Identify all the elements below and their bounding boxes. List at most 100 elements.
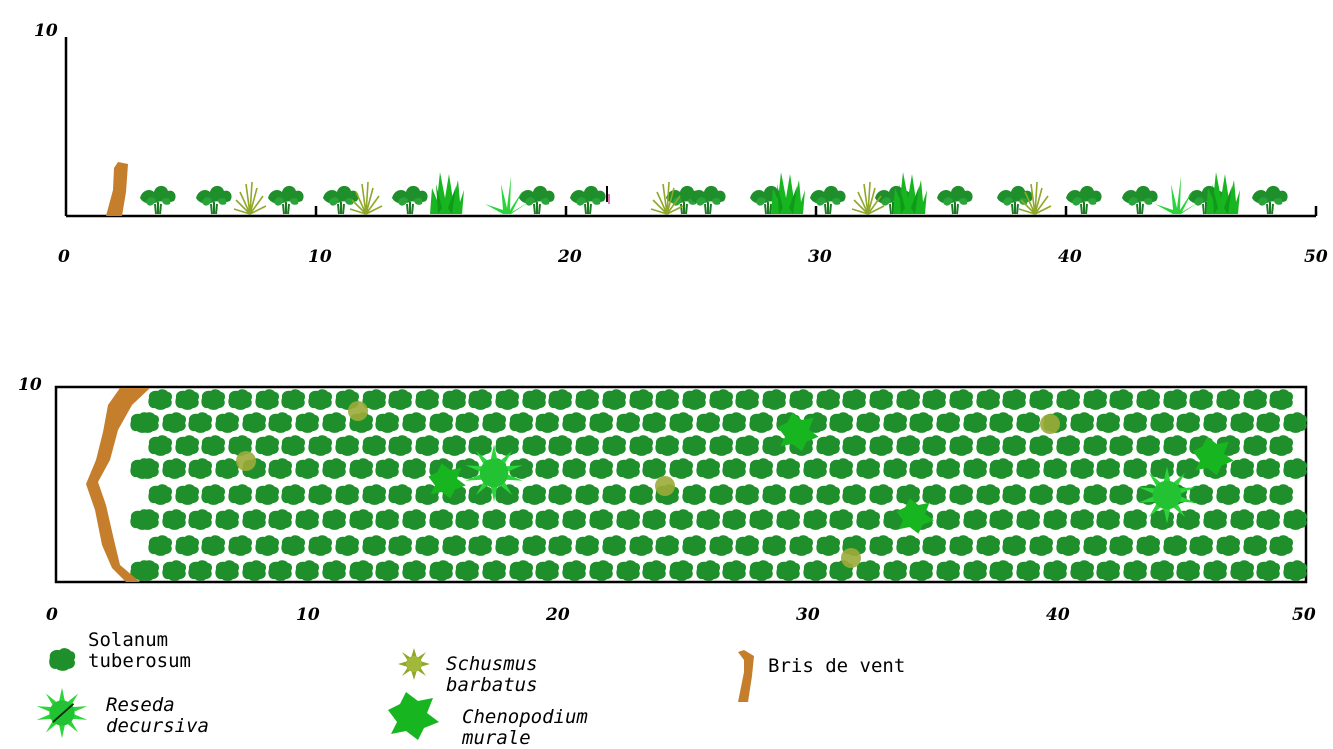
plan-solanum [776, 458, 800, 479]
plan-solanum [1283, 560, 1307, 581]
plan-solanum [1243, 535, 1267, 556]
plan-solanum [575, 389, 599, 410]
plan-solanum [1029, 435, 1053, 456]
plan-solanum [201, 389, 225, 410]
plan-solanum [1043, 509, 1067, 530]
plan-solanum [335, 535, 359, 556]
profile-x-tick-label: 20 [557, 247, 582, 267]
plan-solanum [1083, 484, 1107, 505]
plan-solanum [1163, 389, 1187, 410]
plan-solanum [495, 435, 519, 456]
plan-solanum [1123, 458, 1147, 479]
plan-solanum [1243, 484, 1267, 505]
plan-solanum [669, 509, 693, 530]
plan-solanum [735, 389, 759, 410]
plan-solanum [1136, 435, 1160, 456]
plan-solanum [548, 435, 572, 456]
plan-solanum [1136, 389, 1160, 410]
plan-solanum [228, 535, 252, 556]
profile-schusmus [233, 181, 267, 215]
plan-solanum [922, 389, 946, 410]
plan-solanum [616, 560, 640, 581]
legend-windbreak-icon [738, 650, 754, 702]
profile-x-tick-label: 50 [1304, 247, 1328, 267]
plan-solanum [562, 560, 586, 581]
plan-solanum [375, 509, 399, 530]
plan-solanum [963, 509, 987, 530]
plan-solanum [1083, 535, 1107, 556]
plan-view: 10 0 10 20 30 40 50 [18, 375, 1316, 625]
plan-solanum [1056, 535, 1080, 556]
plan-solanum [175, 435, 199, 456]
plan-solanum [562, 509, 586, 530]
profile-x-tick-label: 30 [808, 247, 832, 267]
plan-solanum [722, 412, 746, 433]
plan-solanum [255, 484, 279, 505]
plan-solanum [1230, 560, 1254, 581]
plan-solanum [936, 560, 960, 581]
plan-solanum [535, 509, 559, 530]
plan-solanum [1269, 435, 1293, 456]
plan-solanum [682, 535, 706, 556]
plan-solanum [535, 560, 559, 581]
plan-solanum [1150, 412, 1174, 433]
plan-solanum [1056, 484, 1080, 505]
plan-solanum [989, 412, 1013, 433]
plan-solanum [963, 560, 987, 581]
plan-solanum [842, 389, 866, 410]
plan-solanum [1243, 389, 1267, 410]
plan-solanum [268, 560, 292, 581]
plan-solanum [201, 535, 225, 556]
plan-solanum [1083, 435, 1107, 456]
profile-view: 10 0 10 20 30 40 50 [34, 21, 1328, 267]
plan-solanum [922, 535, 946, 556]
plan-solanum [130, 458, 154, 479]
plan-solanum [1256, 560, 1280, 581]
profile-y-top-label: 10 [34, 21, 58, 41]
plan-solanum [295, 560, 319, 581]
plan-x-tick-label: 0 [46, 605, 58, 625]
plan-solanum [1029, 389, 1053, 410]
plan-solanum [429, 560, 453, 581]
profile-x-tick-label: 0 [58, 247, 70, 267]
plan-solanum [949, 535, 973, 556]
plan-solanum [188, 509, 212, 530]
plan-solanum [856, 458, 880, 479]
plan-solanum [842, 484, 866, 505]
plan-x-tick-label: 30 [796, 605, 820, 625]
plan-solanum [362, 535, 386, 556]
plan-solanum [1096, 412, 1120, 433]
plan-solanum [1029, 535, 1053, 556]
plan-solanum [963, 412, 987, 433]
plan-solanum [1123, 560, 1147, 581]
plan-solanum [535, 458, 559, 479]
plan-solanum [375, 458, 399, 479]
plan-solanum [709, 389, 733, 410]
plan-solanum [616, 412, 640, 433]
plan-x-tick-label: 10 [296, 605, 320, 625]
plan-solanum [936, 458, 960, 479]
plan-solanum [803, 560, 827, 581]
plan-solanum [642, 458, 666, 479]
plan-solanum [709, 484, 733, 505]
plan-solanum [976, 389, 1000, 410]
plan-solanum [255, 389, 279, 410]
plan-solanum [1002, 389, 1026, 410]
plan-solanum [669, 560, 693, 581]
plan-solanum [762, 484, 786, 505]
plan-y-top-label: 10 [18, 375, 42, 395]
legend-chenopodium: Chenopodium murale [462, 706, 588, 749]
plan-solanum [1243, 435, 1267, 456]
plan-solanum [388, 389, 412, 410]
legend-schusmus: Schusmus barbatus [446, 653, 538, 696]
plan-solanum [1056, 389, 1080, 410]
plan-solanum [130, 412, 154, 433]
plan-solanum [130, 509, 154, 530]
plan-solanum [1043, 458, 1067, 479]
plan-solanum [1269, 484, 1293, 505]
plan-solanum [375, 560, 399, 581]
plan-solanum [696, 560, 720, 581]
plan-solanum [388, 435, 412, 456]
plan-solanum [255, 435, 279, 456]
plan-solanum [655, 435, 679, 456]
